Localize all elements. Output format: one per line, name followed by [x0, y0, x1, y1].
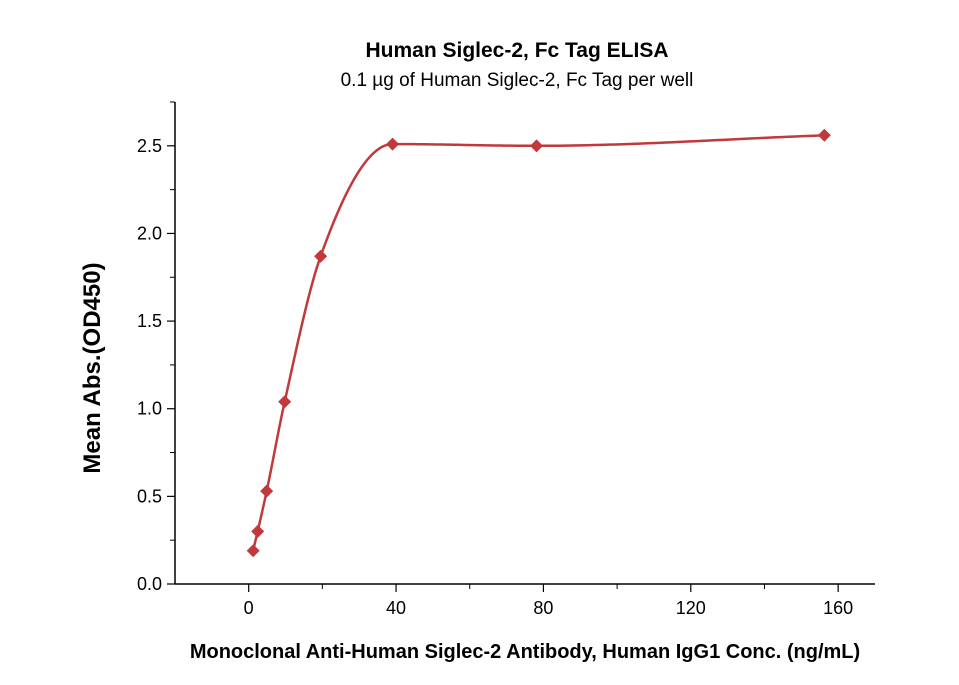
chart-title: Human Siglec-2, Fc Tag ELISA — [365, 39, 668, 62]
x-tick-label: 80 — [533, 598, 553, 618]
y-tick-label: 1.0 — [137, 399, 162, 419]
x-tick-label: 120 — [676, 598, 706, 618]
y-axis-label: Mean Abs.(OD450) — [79, 262, 106, 473]
data-point — [251, 524, 265, 538]
y-tick-label: 2.0 — [137, 223, 162, 243]
y-tick-label: 1.5 — [137, 311, 162, 331]
chart-subtitle: 0.1 µg of Human Siglec-2, Fc Tag per wel… — [341, 70, 694, 91]
data-point — [314, 249, 328, 263]
x-tick-label: 0 — [244, 598, 254, 618]
data-point — [386, 137, 400, 151]
data-point — [278, 395, 292, 409]
y-tick-label: 0.5 — [137, 486, 162, 506]
data-point — [530, 139, 544, 153]
y-tick-label: 2.5 — [137, 136, 162, 156]
fit-curve — [251, 134, 825, 551]
x-axis-label: Monoclonal Anti-Human Siglec-2 Antibody,… — [190, 641, 860, 663]
x-tick-label: 160 — [823, 598, 853, 618]
y-tick-label: 0.0 — [137, 574, 162, 594]
plot-area: 0 40 80 120 160 0.0 0.5 1.0 1.5 2.0 2.5 — [137, 101, 875, 618]
data-point — [260, 484, 274, 498]
data-point — [817, 128, 831, 142]
x-tick-label: 40 — [386, 598, 406, 618]
data-point — [246, 544, 260, 558]
